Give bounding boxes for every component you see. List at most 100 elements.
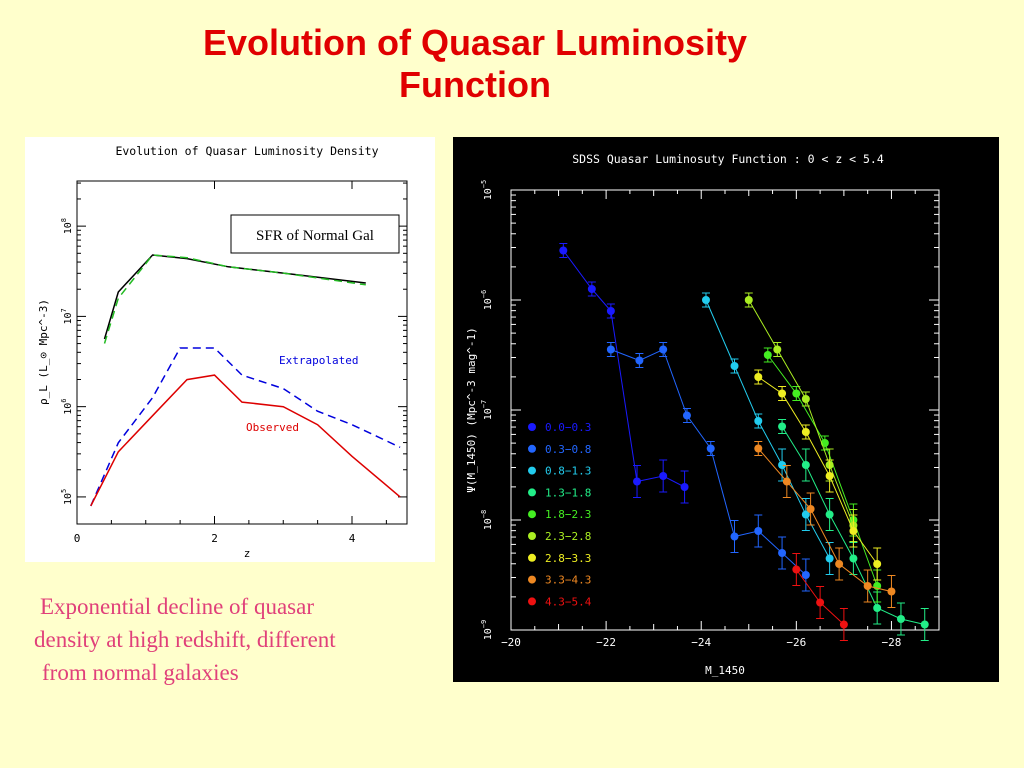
series-6 [754,369,882,581]
x-tick-label-2: 4 [349,532,356,545]
x-axis-label: M_1450 [705,664,745,677]
data-point [635,356,644,365]
legend-marker-3 [528,488,536,497]
data-point [849,554,858,563]
series-label-extrapolated: Extrapolated [279,354,358,367]
series-8 [792,553,848,641]
data-point [873,560,882,568]
series-1 [606,342,810,592]
series-3 [778,419,929,641]
y-tick-label-3: 108 [60,218,74,234]
data-point [887,587,896,596]
series-line-7 [757,448,892,592]
chart-title: Evolution of Quasar Luminosity Density [115,144,378,158]
data-point [806,505,815,513]
data-point [825,554,834,563]
y-tick-label-4: 10−5 [480,180,494,200]
slide-title-line-1: Evolution of Quasar Luminosity [202,22,748,63]
data-point [587,285,596,293]
data-point [792,389,801,398]
data-point [792,565,801,574]
series-line-2 [705,299,831,559]
data-point [633,477,642,486]
x-axis-label: z [244,547,251,560]
luminosity-density-chart: Evolution of Quasar Luminosity Density 0… [37,144,408,560]
legend-marker-7 [528,575,536,584]
data-point [825,472,834,480]
data-point [754,444,763,453]
series-line-0 [562,250,685,488]
y-tick-label-2: 10−7 [480,400,494,420]
data-point [873,604,882,612]
caption-line-1: Exponential decline of quasar [40,594,314,619]
legend-label-0: 0.0−0.3 [545,421,591,434]
luminosity-density-chart-panel: Evolution of Quasar Luminosity Density 0… [25,137,435,562]
series-7 [754,441,896,608]
data-point [863,582,872,590]
axis-ticks: −20 −22 −24 −26 −28 10−9 10−8 10−7 10−6 10−5 [480,180,939,649]
legend-marker-2 [528,466,536,475]
y-axis-label: ρ_L (L_⊙ Mpc^-3) [37,299,50,405]
y-tick-label-2: 107 [60,308,74,324]
y-tick-label-1: 10−8 [480,510,494,530]
legend-marker-5 [528,532,536,540]
data-point [754,417,763,425]
series-2 [701,292,834,575]
annotation-box [230,214,400,254]
data-point [680,483,689,491]
data-point [839,620,848,629]
luminosity-function-chart-panel: SDSS Quasar Luminosuty Function : 0 < z … [453,137,999,682]
y-tick-label-1: 106 [60,399,74,415]
legend-marker-4 [528,510,536,519]
x-tick-label-1: −22 [596,636,616,649]
data-point [801,428,810,436]
data-point [778,461,787,469]
data-point [606,345,615,354]
data-point [801,571,810,579]
legend-label-5: 2.3−2.8 [545,530,591,543]
series-group [90,254,401,507]
legend-label-7: 3.3−4.3 [545,574,591,587]
x-tick-label-4: −28 [882,636,902,649]
data-point [773,345,782,354]
data-point [896,615,905,623]
data-point [659,345,668,354]
data-point [701,296,710,304]
data-point [778,549,787,557]
data-point [744,296,753,304]
data-point [706,444,715,453]
series-line-1 [610,348,807,576]
series-label-observed: Observed [246,421,299,434]
data-point [754,373,763,381]
data-point [778,422,787,431]
legend-marker-0 [528,423,536,431]
data-point [606,307,615,315]
data-point [659,472,668,480]
data-point [849,527,858,535]
series-line-3 [90,374,401,507]
series-line-6 [758,376,878,565]
series-0 [559,243,689,504]
data-point [682,411,691,420]
data-point [920,620,929,629]
y-axis-label: Ψ(M_1450) (Mpc^-3 mag^-1) [465,327,478,493]
data-point [801,461,810,469]
data-point [825,510,834,519]
data-point [835,560,844,568]
data-point [778,389,787,398]
x-tick-label-0: −20 [501,636,521,649]
x-tick-label-2: −24 [691,636,711,649]
legend-label-1: 0.3−0.8 [545,443,591,456]
slide-title: Evolution of Quasar Luminosity Function [0,22,950,106]
data-point [559,246,568,255]
series-line-1 [103,254,366,344]
x-tick-label-0: 0 [74,532,81,545]
series-line-5 [748,299,854,526]
data-point [763,351,772,359]
data-point [730,532,739,541]
luminosity-function-chart: SDSS Quasar Luminosuty Function : 0 < z … [465,152,940,677]
legend-marker-1 [528,444,536,453]
y-tick-label-3: 10−6 [480,290,494,310]
caption-line-2: density at high redshift, different [34,627,336,652]
caption-line-3: from normal galaxies [42,660,239,685]
